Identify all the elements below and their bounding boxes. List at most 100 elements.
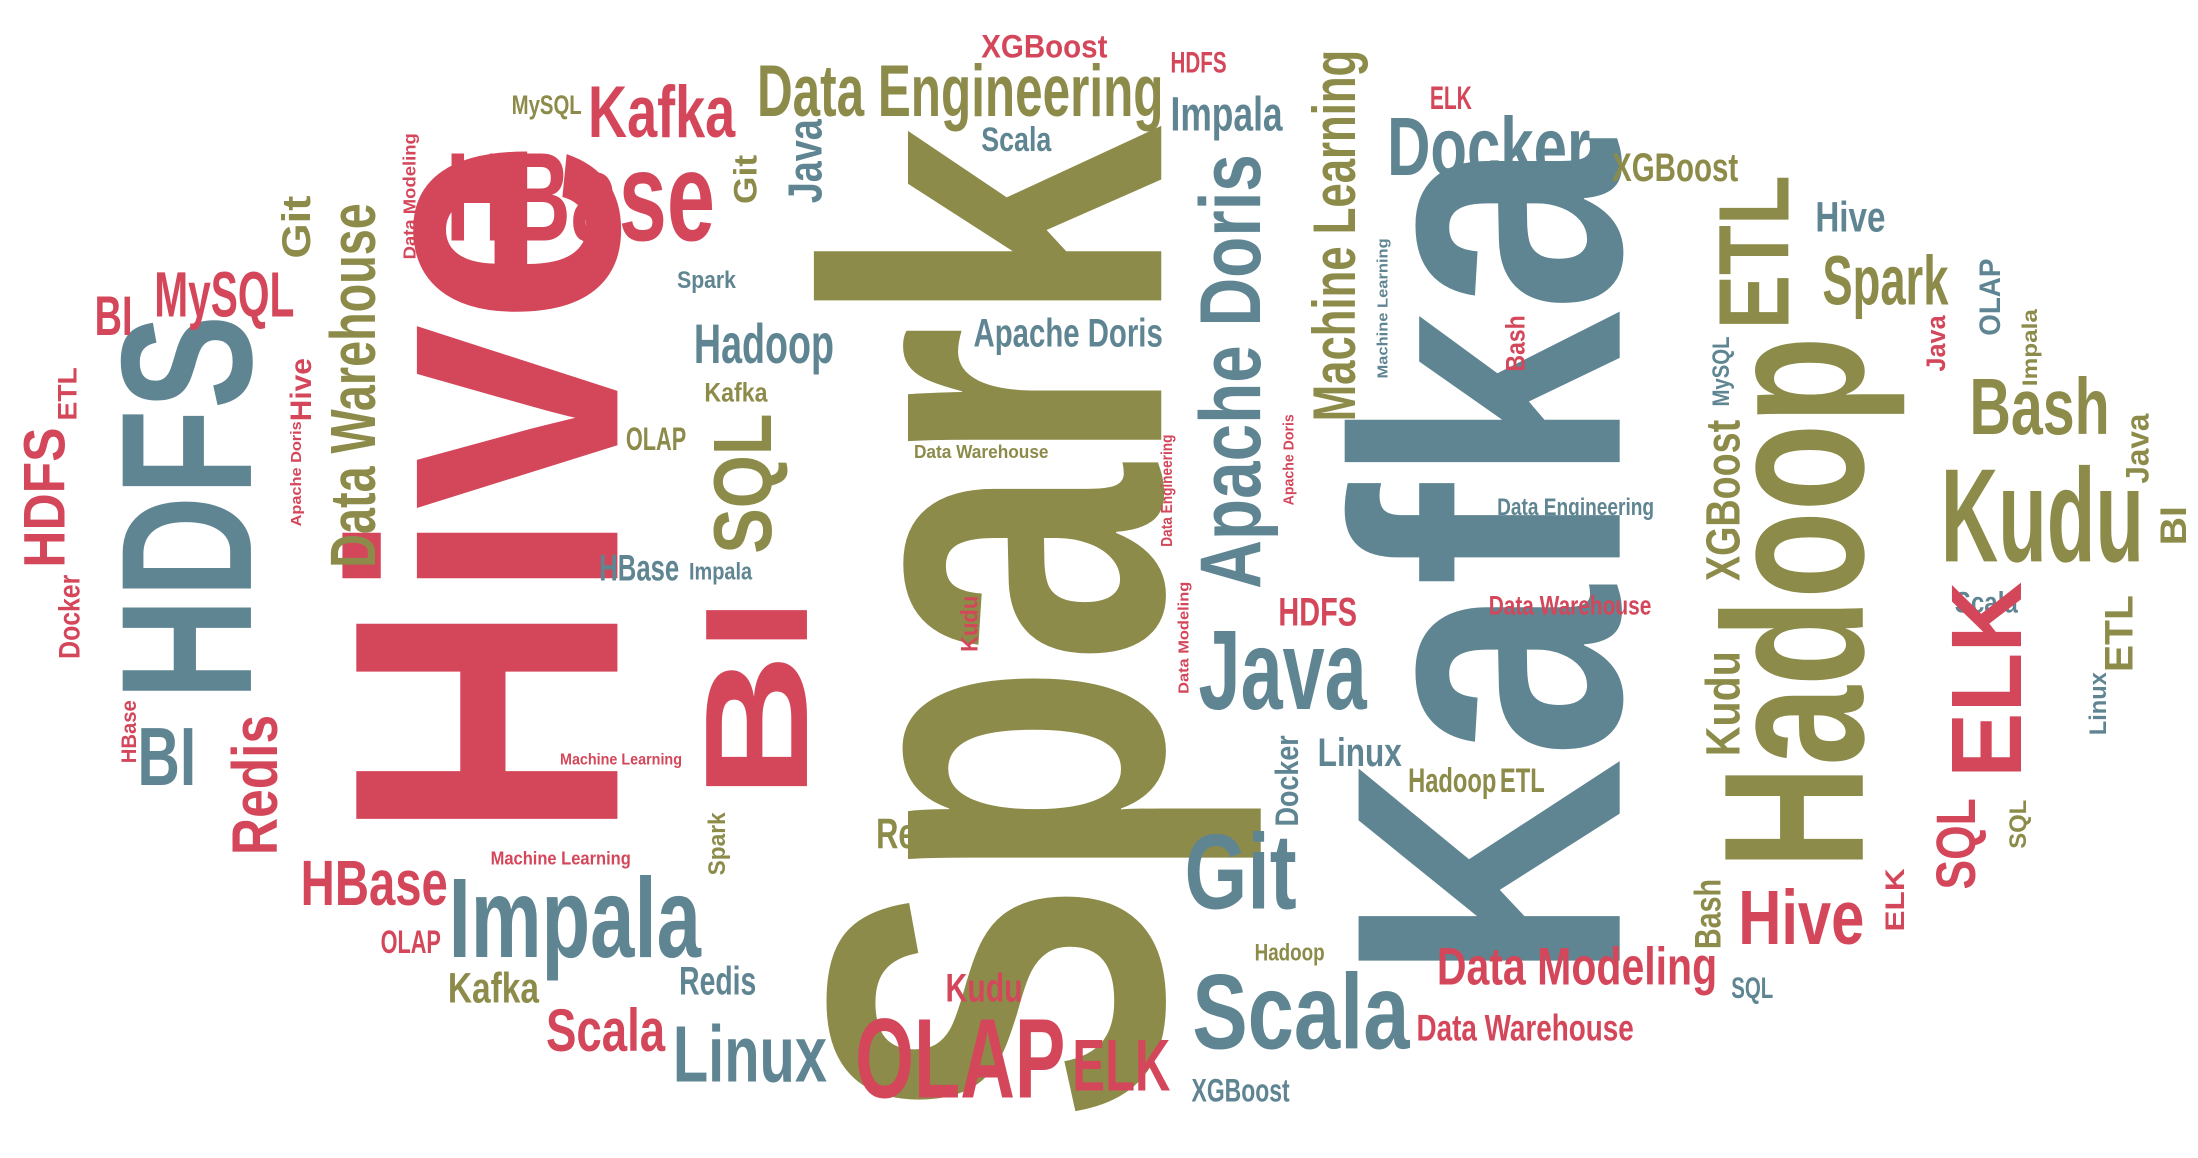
word: Hadoop	[1408, 762, 1496, 800]
word: HBase	[446, 125, 715, 267]
word: Kafka	[448, 964, 539, 1012]
word: Apache Doris	[1183, 154, 1279, 589]
word: ETL	[52, 367, 82, 420]
word: Kudu	[1941, 441, 2144, 590]
word: HDFS	[12, 428, 77, 568]
word: BI	[675, 596, 839, 799]
word: Hive	[1738, 875, 1864, 961]
word: MySQL	[1708, 336, 1735, 406]
word: Hive	[1815, 193, 1885, 241]
word: Kafka	[588, 71, 736, 153]
word: Data Warehouse	[1417, 1007, 1634, 1049]
word: HDFS	[1278, 591, 1357, 635]
word: Apache Doris	[1282, 414, 1298, 505]
word: Java	[1921, 315, 1951, 371]
word: Hadoop	[1683, 336, 1906, 869]
word: Data Warehouse	[317, 203, 389, 567]
word: Spark	[677, 267, 736, 294]
word: Data Engineering	[1497, 494, 1654, 521]
word: Kudu	[1698, 651, 1751, 756]
word: MySQL	[512, 90, 582, 120]
word: Hadoop	[1255, 940, 1325, 967]
word: Data Engineering	[1159, 435, 1176, 547]
word: Spark	[1822, 241, 1948, 319]
word: BI	[137, 711, 196, 803]
word: XGBoost	[1192, 1073, 1290, 1109]
word: Machine Learning	[560, 751, 682, 768]
word: XGBoost	[1698, 420, 1751, 581]
word: Data Modeling	[399, 133, 419, 259]
word: Linux	[1318, 731, 1402, 775]
word: Linux	[673, 1010, 827, 1099]
word: Bash	[1970, 362, 2110, 451]
word: ELK	[1072, 1024, 1170, 1106]
word: BI	[2152, 506, 2194, 545]
word: Data Warehouse	[1489, 591, 1652, 621]
word: Scala	[1955, 586, 2019, 619]
word: Redis	[219, 715, 291, 855]
word: Hadoop	[694, 312, 834, 375]
word: Hive	[274, 140, 698, 841]
word: Git	[1185, 812, 1297, 931]
word: Docker	[1387, 101, 1590, 193]
word: HBase	[301, 847, 448, 919]
word: Docker	[54, 575, 87, 659]
word: Spark	[704, 812, 731, 876]
word: Scala	[981, 121, 1052, 159]
word: Docker	[1269, 735, 1305, 826]
word: Machine Learning	[491, 847, 631, 868]
word: Kudu	[957, 596, 984, 652]
word: Data Engineering	[757, 50, 1164, 132]
word: ELK	[1880, 868, 1910, 931]
word: Machine Learning	[1301, 50, 1368, 421]
word: SQL	[1924, 798, 1987, 889]
word: HBase	[117, 700, 141, 763]
word: OLAP	[626, 421, 686, 457]
word: ETL	[1500, 762, 1545, 800]
word: ETL	[2098, 595, 2142, 672]
word: OLAP	[855, 995, 1065, 1121]
word: SQL	[697, 414, 789, 554]
word: SQL	[1731, 972, 1773, 1005]
word: Java	[780, 119, 833, 203]
word: SQL	[2005, 800, 2032, 849]
word: ETL	[1700, 175, 1811, 329]
word: Scala	[1192, 953, 1410, 1072]
word: OLAP	[1974, 259, 2007, 336]
word: ELK	[1932, 582, 2043, 778]
word: Impala	[1170, 88, 1282, 141]
word: Hive	[285, 358, 318, 421]
word: Impala	[2018, 309, 2042, 386]
word: Data Modeling	[1437, 938, 1717, 997]
word: XGBoost	[981, 28, 1107, 64]
word: Kafka	[704, 378, 767, 408]
word: HDFS	[1170, 47, 1226, 80]
word: Apache Doris	[974, 312, 1163, 356]
word: Kudu	[946, 966, 1023, 1010]
word: Data Modeling	[1177, 582, 1193, 694]
word: BI	[95, 284, 133, 347]
word: Linux	[2085, 672, 2112, 736]
word: OLAP	[381, 924, 441, 960]
word: Bash	[1500, 315, 1530, 371]
word: Scala	[546, 997, 666, 1064]
word: Java	[2120, 413, 2156, 483]
word: Spark	[727, 124, 1266, 1122]
word: Java	[1199, 607, 1368, 733]
word: MySQL	[154, 258, 294, 330]
word: Impala	[689, 558, 753, 585]
word: Git	[275, 196, 319, 259]
word: HBase	[599, 547, 679, 589]
word: Bash	[1686, 879, 1728, 949]
word: Kafka	[1277, 138, 1701, 981]
word: Impala	[449, 855, 702, 981]
word: Redis	[876, 810, 960, 858]
word: Machine Learning	[1376, 238, 1392, 378]
word: Data Warehouse	[914, 441, 1049, 462]
word: Apache Doris	[289, 421, 305, 526]
word: Git	[728, 155, 764, 204]
word: Redis	[679, 959, 756, 1003]
